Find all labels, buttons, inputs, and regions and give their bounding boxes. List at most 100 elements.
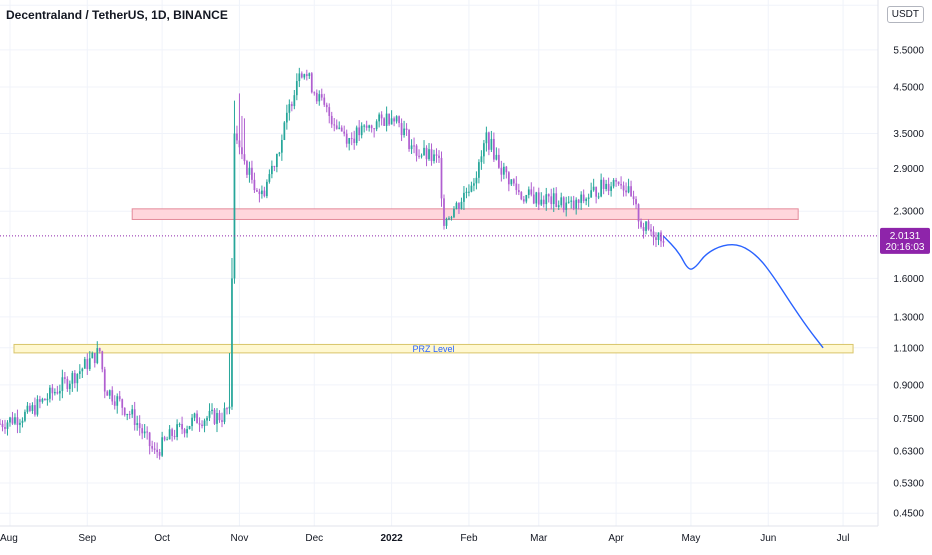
candle-body: [233, 133, 236, 279]
candle-body: [133, 409, 136, 425]
candle-body: [555, 193, 558, 208]
candle-body: [73, 373, 76, 384]
candle-body: [383, 118, 385, 126]
candle-body: [635, 199, 637, 205]
x-tick-label: Dec: [305, 533, 323, 544]
last-price-value: 2.0131: [890, 231, 921, 242]
candle-body: [176, 424, 178, 438]
candle-body: [1, 423, 4, 428]
candle-body: [213, 409, 216, 424]
candle-body: [373, 128, 376, 130]
candle-body: [323, 97, 326, 105]
candle-body: [305, 74, 308, 76]
candle-body: [49, 387, 51, 399]
candle-body: [617, 181, 620, 185]
candle-body: [630, 186, 632, 197]
candle-body: [51, 387, 54, 394]
candle-body: [58, 390, 61, 394]
currency-badge[interactable]: USDT: [886, 6, 924, 23]
candle-body: [56, 391, 59, 394]
candle-body: [308, 73, 311, 76]
candle-body: [507, 172, 510, 185]
candle-body: [198, 423, 201, 425]
candle-body: [625, 190, 627, 193]
candle-body: [178, 423, 181, 425]
candle-body: [572, 200, 575, 209]
candle-body: [288, 104, 291, 113]
candle-body: [525, 194, 528, 202]
candle-body: [575, 199, 578, 209]
candle-body: [495, 154, 498, 160]
candle-body: [640, 221, 642, 228]
y-tick-label: 0.4500: [893, 509, 924, 520]
candle-body: [236, 133, 238, 141]
candle-body: [445, 218, 448, 226]
candle-body: [405, 128, 408, 130]
candle-body: [271, 165, 273, 175]
candle-body: [535, 192, 538, 204]
candle-body: [138, 423, 141, 429]
candle-body: [16, 417, 19, 425]
candle-body: [577, 199, 580, 203]
candle-body: [91, 352, 94, 359]
candle-body: [585, 198, 588, 202]
candle-body: [68, 383, 71, 389]
candle-body: [315, 92, 318, 102]
candle-body: [485, 132, 488, 144]
candle-body: [41, 398, 44, 402]
candle-body: [63, 377, 66, 379]
candle-body: [93, 352, 96, 363]
candle-body: [98, 348, 101, 352]
candle-body: [652, 231, 655, 238]
candle-body: [88, 358, 91, 370]
candle-body: [560, 197, 563, 206]
candle-body: [520, 192, 523, 200]
candle-body: [9, 417, 11, 423]
candle-body: [293, 95, 296, 107]
candle-body: [168, 429, 171, 440]
candle-body: [325, 104, 328, 108]
candle-body: [143, 431, 146, 434]
candle-body: [81, 368, 84, 372]
candle-body: [515, 183, 518, 191]
candle-body: [662, 241, 665, 243]
candle-body: [246, 161, 248, 175]
candle-body: [375, 121, 378, 130]
candle-body: [263, 190, 266, 197]
candle-body: [118, 396, 121, 400]
candle-body: [31, 405, 34, 411]
candle-body: [530, 189, 533, 195]
symbol-title: Decentraland / TetherUS, 1D, BINANCE: [6, 8, 228, 22]
candle-body: [320, 94, 323, 98]
candle-body: [181, 423, 183, 430]
candle-body: [605, 183, 607, 189]
candle-body: [338, 127, 341, 129]
candle-body: [29, 405, 31, 411]
candle-body: [280, 140, 283, 153]
candle-body: [201, 424, 203, 427]
candle-body: [428, 149, 430, 160]
candle-body: [475, 177, 478, 184]
candle-body: [410, 145, 413, 150]
candle-body: [468, 191, 470, 193]
candle-body: [565, 202, 568, 210]
candle-body: [206, 417, 208, 421]
candle-body: [602, 179, 605, 189]
candle-body: [266, 181, 268, 197]
candle-body: [353, 138, 356, 144]
candle-body: [285, 112, 288, 123]
candle-body: [188, 426, 191, 429]
y-tick-label: 5.5000: [893, 45, 924, 56]
candle-body: [290, 104, 293, 107]
candle-body: [600, 179, 603, 197]
y-tick-label: 1.6000: [893, 274, 924, 285]
prz-zone: [13, 343, 854, 354]
candle-body: [527, 189, 530, 195]
candle-body: [657, 232, 660, 240]
projection-path: [662, 235, 824, 349]
candle-body: [71, 373, 74, 384]
candle-body: [231, 278, 233, 407]
x-tick-label: 2022: [380, 533, 403, 544]
candle-body: [173, 435, 176, 438]
